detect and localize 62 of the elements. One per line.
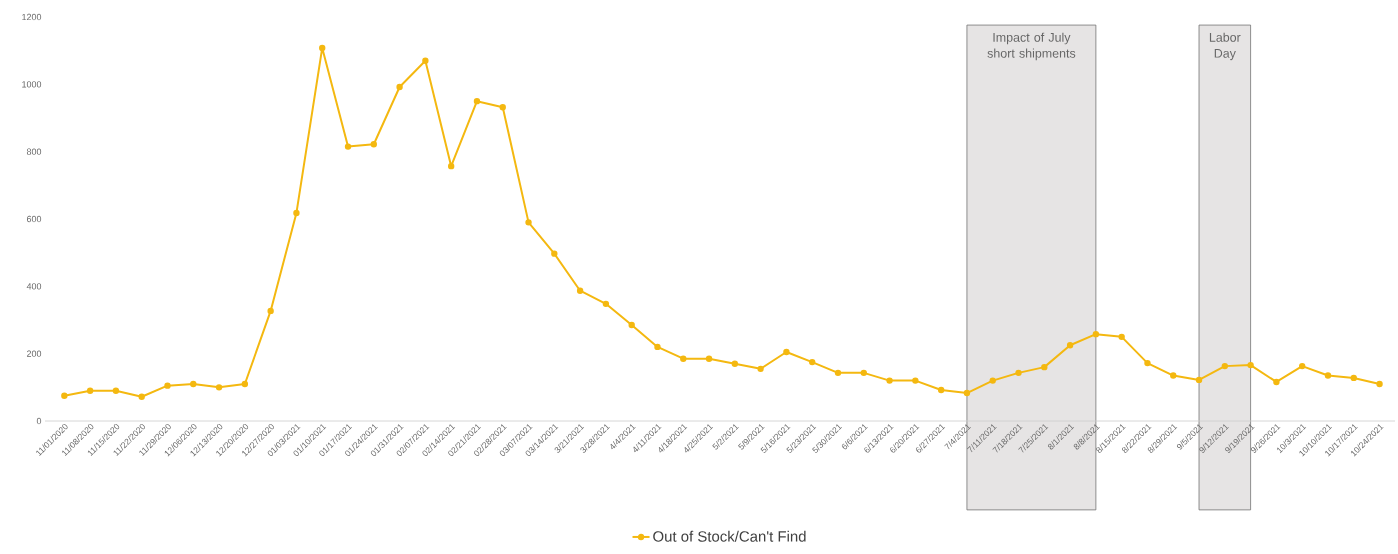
point bbox=[860, 369, 867, 377]
point bbox=[1041, 363, 1048, 371]
point bbox=[396, 83, 403, 91]
point bbox=[731, 360, 739, 367]
y-tick-label: 800 bbox=[26, 148, 42, 155]
point bbox=[654, 343, 661, 351]
point bbox=[319, 44, 326, 52]
point bbox=[834, 369, 842, 377]
point bbox=[1092, 330, 1100, 338]
point bbox=[1170, 372, 1177, 379]
point bbox=[190, 380, 197, 388]
y-tick-label: 600 bbox=[26, 215, 42, 223]
point bbox=[1144, 359, 1151, 367]
point bbox=[344, 143, 352, 150]
point bbox=[447, 162, 455, 170]
point bbox=[1066, 342, 1074, 349]
point bbox=[783, 348, 790, 356]
point bbox=[1350, 374, 1357, 382]
point bbox=[628, 321, 635, 329]
band-label: Labor Day bbox=[1209, 32, 1241, 61]
point bbox=[1118, 333, 1125, 341]
point bbox=[1195, 376, 1203, 384]
point bbox=[1247, 361, 1254, 369]
point bbox=[912, 377, 919, 384]
point bbox=[963, 389, 971, 397]
point bbox=[1015, 369, 1022, 377]
point bbox=[809, 358, 816, 366]
point bbox=[937, 386, 945, 394]
point bbox=[61, 392, 68, 399]
point bbox=[551, 250, 558, 257]
point bbox=[370, 141, 377, 148]
point bbox=[525, 219, 532, 226]
point bbox=[1221, 362, 1229, 370]
point bbox=[86, 387, 94, 394]
point bbox=[267, 307, 274, 315]
point bbox=[757, 365, 764, 373]
point bbox=[473, 97, 481, 105]
point bbox=[1273, 378, 1280, 386]
legend-label: Out of Stock/Can't Find bbox=[653, 530, 806, 542]
point bbox=[705, 355, 713, 362]
point bbox=[989, 377, 996, 384]
point bbox=[680, 355, 687, 362]
point bbox=[1376, 380, 1383, 388]
point bbox=[1299, 362, 1306, 370]
point bbox=[241, 380, 249, 388]
y-tick-label: 200 bbox=[26, 350, 42, 357]
y-tick-label: 400 bbox=[26, 283, 42, 290]
point bbox=[576, 287, 584, 294]
band-label: Impact of July short shipments bbox=[987, 32, 1076, 61]
point bbox=[1324, 372, 1332, 379]
point bbox=[886, 377, 893, 384]
point bbox=[112, 387, 120, 394]
y-tick-label: 0 bbox=[36, 417, 42, 425]
point bbox=[602, 300, 610, 308]
y-tick-label: 1200 bbox=[22, 13, 42, 21]
point bbox=[499, 104, 506, 111]
point bbox=[138, 393, 145, 400]
point bbox=[293, 209, 300, 217]
point bbox=[164, 382, 171, 389]
point bbox=[215, 384, 223, 391]
y-tick-label: 1000 bbox=[22, 81, 42, 88]
point bbox=[422, 57, 429, 64]
